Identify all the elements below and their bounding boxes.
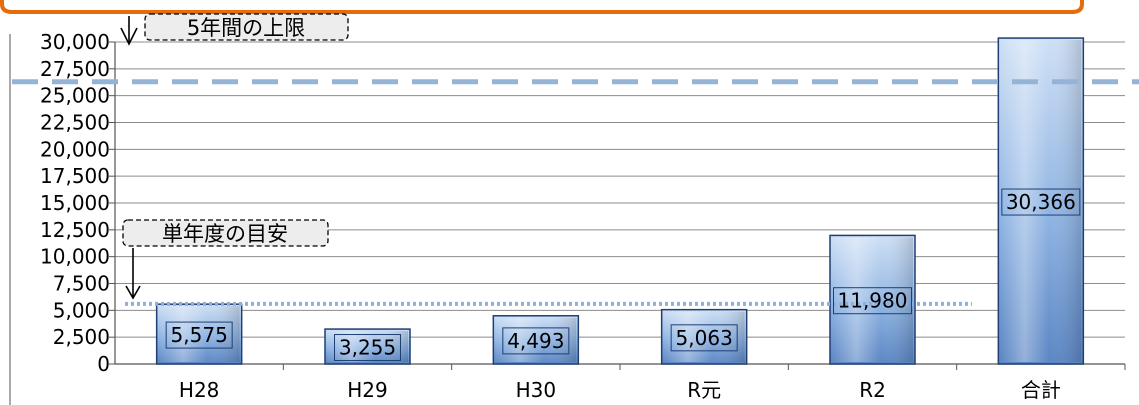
y-tick-label: 22,500 [40, 111, 110, 135]
y-tick-label: 17,500 [40, 164, 110, 188]
data-label-box [1001, 188, 1081, 216]
bar-highlight [832, 237, 913, 362]
x-tick-label: R2 [859, 378, 886, 402]
reference-lines [12, 79, 1139, 306]
y-tick-label: 7,500 [53, 272, 110, 296]
y-tick-label: 15,000 [40, 191, 110, 215]
y-tick-label: 27,500 [40, 57, 110, 81]
data-label-box [670, 324, 738, 352]
bar-highlight [663, 311, 745, 362]
bar-highlight [1000, 40, 1082, 363]
x-tick-label: H29 [347, 378, 388, 402]
x-tick-label: R元 [687, 378, 721, 402]
y-tick-label: 0 [97, 352, 110, 376]
y-tick-label: 12,500 [40, 218, 110, 242]
annual-guide-arrow-icon [125, 285, 141, 300]
y-tick-label: 25,000 [40, 84, 110, 108]
y-tick-label: 10,000 [40, 245, 110, 269]
annual-guide-callout-label: 単年度の目安 [162, 222, 288, 246]
data-labels: 5,575 3,255 4,493 5,063 11,980 30,366 [165, 188, 1081, 362]
data-label: 30,366 [1006, 190, 1076, 214]
y-tick-label: 5,000 [53, 298, 110, 322]
data-label: 5,063 [676, 326, 733, 350]
data-label: 3,255 [339, 336, 396, 360]
frame-top-border [0, 0, 1084, 14]
annual-guide-callout-box [122, 219, 329, 247]
data-label: 5,575 [171, 323, 228, 347]
bar-highlight [327, 331, 408, 362]
data-label-box [833, 287, 912, 315]
gridlines [115, 41, 1125, 338]
x-axis-ticks: H28 H29 H30 R元 R2 合計 [179, 364, 1126, 402]
bar-highlight [495, 317, 577, 362]
bars [155, 37, 1085, 365]
y-tick-label: 2,500 [53, 325, 110, 349]
data-label-box [334, 334, 401, 362]
y-tick-label: 30,000 [40, 30, 110, 54]
bar-highlight [158, 306, 240, 362]
x-tick-label: 合計 [1021, 378, 1061, 402]
data-label: 11,980 [838, 289, 908, 313]
data-label: 4,493 [507, 329, 564, 353]
x-tick-label: H28 [179, 378, 220, 402]
y-tick-label: 20,000 [40, 137, 110, 161]
upper-limit-callout-box [144, 13, 349, 41]
data-label-box [165, 321, 233, 349]
x-tick-label: H30 [516, 378, 557, 402]
data-label-box [502, 327, 570, 355]
upper-limit-callout-label: 5年間の上限 [187, 16, 305, 40]
